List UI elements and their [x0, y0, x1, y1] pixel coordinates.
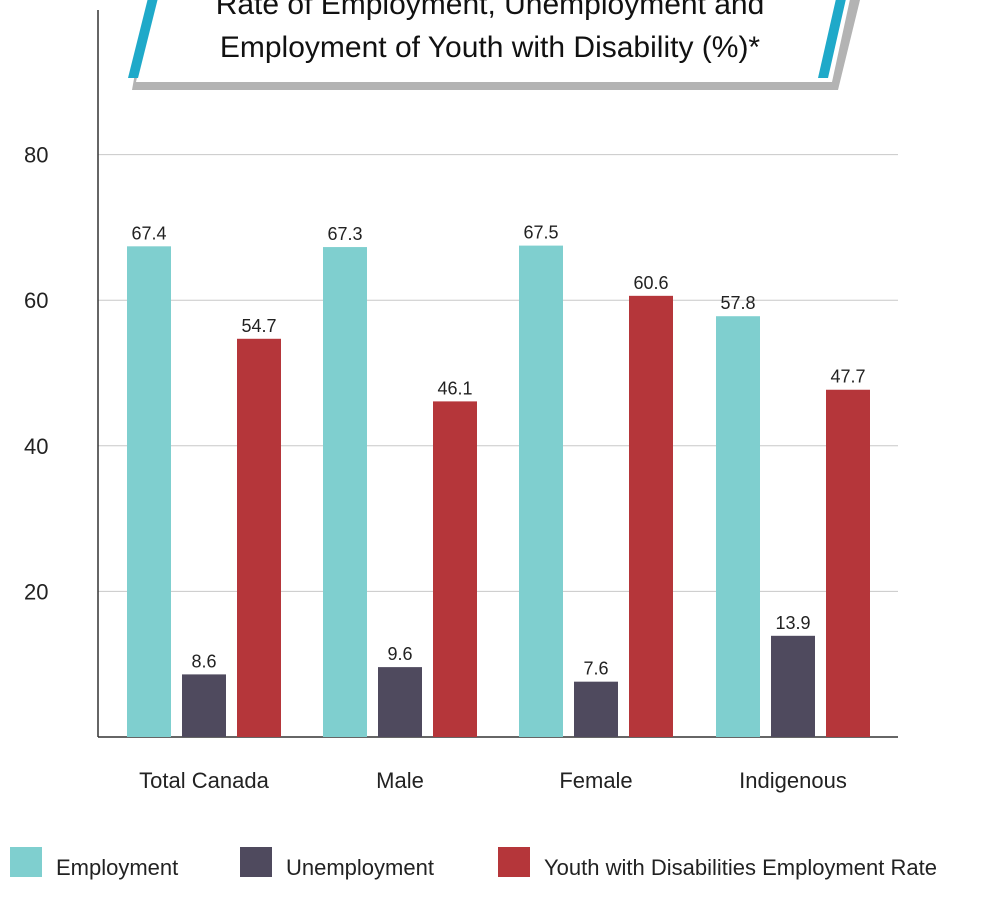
chart-title-line-2: Employment of Youth with Disability (%)* [220, 31, 761, 64]
grid [98, 155, 898, 592]
bar-youth-with-disabilities-employment-rate-3 [826, 390, 870, 737]
bar-employment-0 [127, 246, 171, 737]
bar-youth-with-disabilities-employment-rate-0 [237, 339, 281, 737]
bar-unemployment-3 [771, 636, 815, 737]
y-tick-label-40: 40 [24, 434, 48, 459]
bar-unemployment-1 [378, 667, 422, 737]
value-label-employment-2: 67.5 [523, 223, 558, 243]
legend-swatch-employment [10, 847, 42, 877]
category-label-2: Female [559, 768, 632, 793]
value-label-employment-1: 67.3 [327, 224, 362, 244]
bar-youth-with-disabilities-employment-rate-1 [433, 401, 477, 737]
bar-youth-with-disabilities-employment-rate-2 [629, 296, 673, 737]
legend: Employment Unemployment Youth with Disabil… [10, 847, 937, 880]
value-label-unemployment-2: 7.6 [583, 659, 608, 679]
value-label-unemployment-0: 8.6 [191, 651, 216, 671]
bar-employment-3 [716, 316, 760, 737]
y-tick-label-20: 20 [24, 579, 48, 604]
y-tick-label-80: 80 [24, 143, 48, 168]
bar-unemployment-2 [574, 682, 618, 737]
value-label-youth-with-disabilities-employment-rate-1: 46.1 [437, 378, 472, 398]
legend-label-unemployment: Unemployment [286, 855, 434, 880]
bar-employment-1 [323, 247, 367, 737]
bar-unemployment-0 [182, 674, 226, 737]
y-tick-label-60: 60 [24, 288, 48, 313]
bar-employment-2 [519, 246, 563, 737]
chart-title-line-1: Rate of Employment, Unemployment and [216, 0, 765, 21]
legend-swatch-youth-with-disabilities-employment-rate [498, 847, 530, 877]
category-label-1: Male [376, 768, 424, 793]
legend-label-youth-with-disabilities-employment-rate: Youth with Disabilities Employment Rate [544, 855, 937, 880]
value-label-youth-with-disabilities-employment-rate-3: 47.7 [830, 367, 865, 387]
value-label-unemployment-1: 9.6 [387, 644, 412, 664]
value-label-youth-with-disabilities-employment-rate-2: 60.6 [633, 273, 668, 293]
category-labels: Total Canada Male Female Indigenous [139, 768, 847, 793]
chart-title-banner: Rate of Employment, Unemployment and Emp… [128, 0, 860, 90]
value-label-unemployment-3: 13.9 [775, 613, 810, 633]
bars [127, 246, 870, 737]
legend-label-employment: Employment [56, 855, 178, 880]
category-label-0: Total Canada [139, 768, 269, 793]
value-label-employment-3: 57.8 [720, 293, 755, 313]
value-label-youth-with-disabilities-employment-rate-0: 54.7 [241, 316, 276, 336]
legend-swatch-unemployment [240, 847, 272, 877]
value-label-employment-0: 67.4 [131, 223, 166, 243]
category-label-3: Indigenous [739, 768, 847, 793]
